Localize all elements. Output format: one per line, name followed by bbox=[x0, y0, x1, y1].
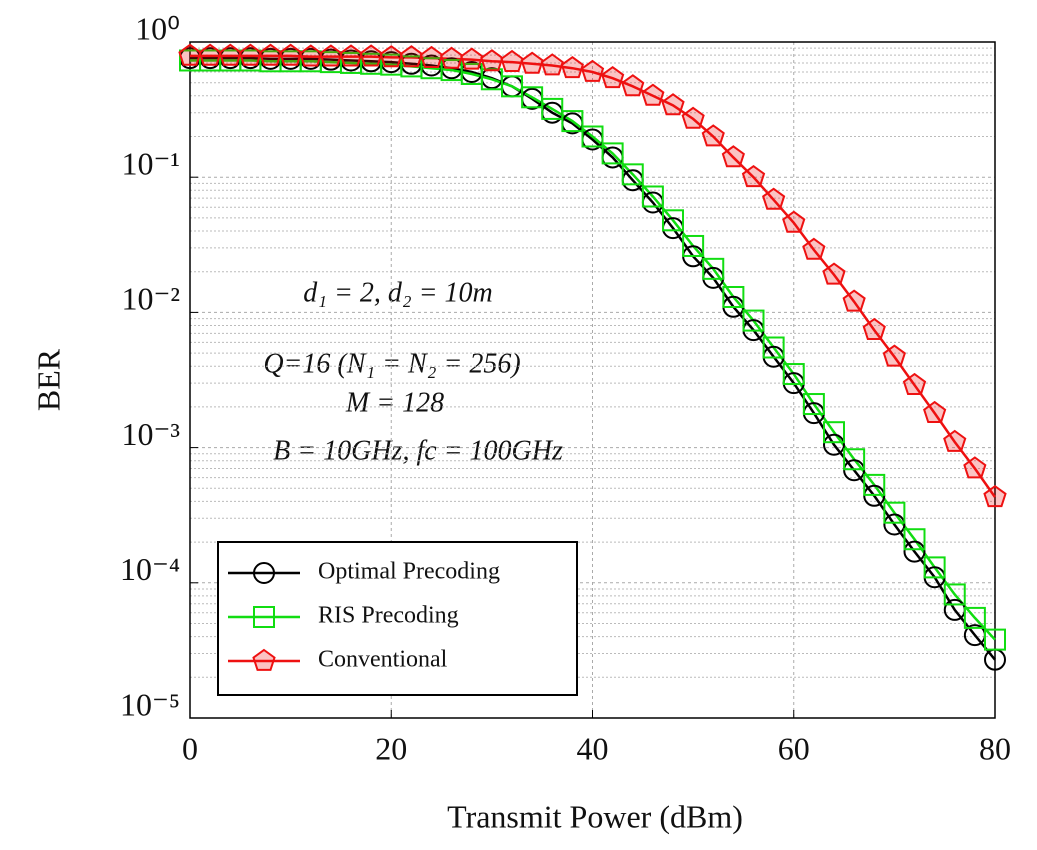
marker bbox=[702, 257, 725, 280]
marker bbox=[862, 317, 886, 340]
marker bbox=[721, 145, 745, 168]
plot-frame bbox=[189, 41, 996, 719]
marker bbox=[722, 285, 745, 308]
marker bbox=[701, 124, 725, 147]
legend-marker bbox=[253, 562, 275, 584]
marker bbox=[741, 164, 766, 188]
y-tick-label: 10⁰ bbox=[135, 10, 180, 46]
marker bbox=[561, 110, 584, 133]
marker bbox=[540, 53, 564, 76]
marker bbox=[822, 262, 846, 285]
marker bbox=[581, 125, 604, 148]
marker bbox=[802, 393, 825, 416]
annotation: B = 10GHz, fc = 100GHz bbox=[273, 435, 563, 466]
x-axis-label: Transmit Power (dBm) bbox=[447, 798, 743, 834]
marker bbox=[399, 45, 423, 68]
y-tick-label: 10⁻⁵ bbox=[120, 686, 180, 722]
marker bbox=[379, 45, 403, 68]
marker bbox=[218, 43, 242, 66]
marker bbox=[641, 185, 664, 208]
marker bbox=[943, 429, 967, 452]
marker bbox=[984, 628, 1006, 651]
marker bbox=[641, 83, 665, 106]
marker bbox=[842, 289, 866, 312]
y-axis-label: BER bbox=[30, 348, 66, 411]
marker bbox=[802, 237, 826, 260]
marker bbox=[520, 51, 544, 74]
marker bbox=[883, 501, 906, 524]
marker bbox=[299, 44, 323, 67]
marker bbox=[782, 210, 806, 233]
marker bbox=[198, 43, 222, 66]
marker bbox=[419, 45, 444, 68]
marker bbox=[178, 43, 202, 66]
marker bbox=[883, 513, 906, 536]
marker bbox=[823, 421, 845, 444]
marker bbox=[843, 448, 866, 471]
x-tick-label: 40 bbox=[577, 730, 609, 766]
annotation: d₁ = 2, d₂ = 10m bbox=[303, 277, 492, 308]
x-tick-label: 80 bbox=[979, 730, 1011, 766]
marker bbox=[621, 163, 644, 186]
marker bbox=[662, 209, 684, 232]
marker bbox=[560, 55, 584, 79]
y-tick-label: 10⁻¹ bbox=[122, 146, 180, 182]
y-tick-label: 10⁻³ bbox=[122, 416, 180, 452]
legend-box bbox=[217, 541, 578, 696]
marker bbox=[440, 46, 464, 69]
marker bbox=[601, 142, 624, 165]
x-tick-label: 20 bbox=[375, 730, 407, 766]
marker bbox=[823, 433, 845, 456]
marker bbox=[580, 59, 605, 82]
marker bbox=[319, 44, 343, 67]
y-tick-label: 10⁻² bbox=[122, 281, 180, 317]
marker bbox=[782, 363, 805, 386]
marker bbox=[521, 86, 544, 109]
marker bbox=[621, 74, 645, 97]
marker bbox=[943, 583, 966, 606]
marker bbox=[983, 484, 1007, 508]
marker bbox=[923, 556, 946, 579]
marker bbox=[882, 344, 906, 367]
marker bbox=[762, 187, 786, 210]
marker bbox=[963, 456, 987, 479]
legend-label: Conventional bbox=[318, 647, 448, 673]
marker bbox=[460, 47, 484, 70]
legend-label: Optimal Precoding bbox=[318, 559, 500, 585]
marker bbox=[681, 106, 705, 129]
marker bbox=[742, 309, 765, 332]
legend-marker bbox=[253, 606, 275, 628]
marker bbox=[682, 234, 705, 257]
marker bbox=[902, 372, 927, 395]
marker bbox=[480, 49, 504, 72]
legend-marker bbox=[252, 648, 276, 671]
x-tick-label: 60 bbox=[778, 730, 810, 766]
marker bbox=[500, 49, 524, 72]
marker bbox=[963, 606, 986, 629]
marker bbox=[359, 44, 383, 67]
marker bbox=[601, 65, 625, 89]
x-tick-label: 0 bbox=[182, 730, 198, 766]
marker bbox=[238, 43, 262, 66]
marker bbox=[279, 43, 303, 66]
legend-label: RIS Precoding bbox=[318, 603, 459, 629]
marker bbox=[903, 528, 926, 551]
marker bbox=[339, 44, 363, 67]
annotation: M = 128 bbox=[345, 387, 444, 418]
marker bbox=[903, 540, 926, 563]
marker bbox=[923, 400, 947, 423]
marker bbox=[661, 93, 685, 116]
marker bbox=[762, 336, 785, 359]
marker bbox=[258, 43, 283, 66]
marker bbox=[863, 473, 886, 496]
y-tick-label: 10⁻⁴ bbox=[120, 551, 180, 587]
marker bbox=[541, 97, 564, 120]
